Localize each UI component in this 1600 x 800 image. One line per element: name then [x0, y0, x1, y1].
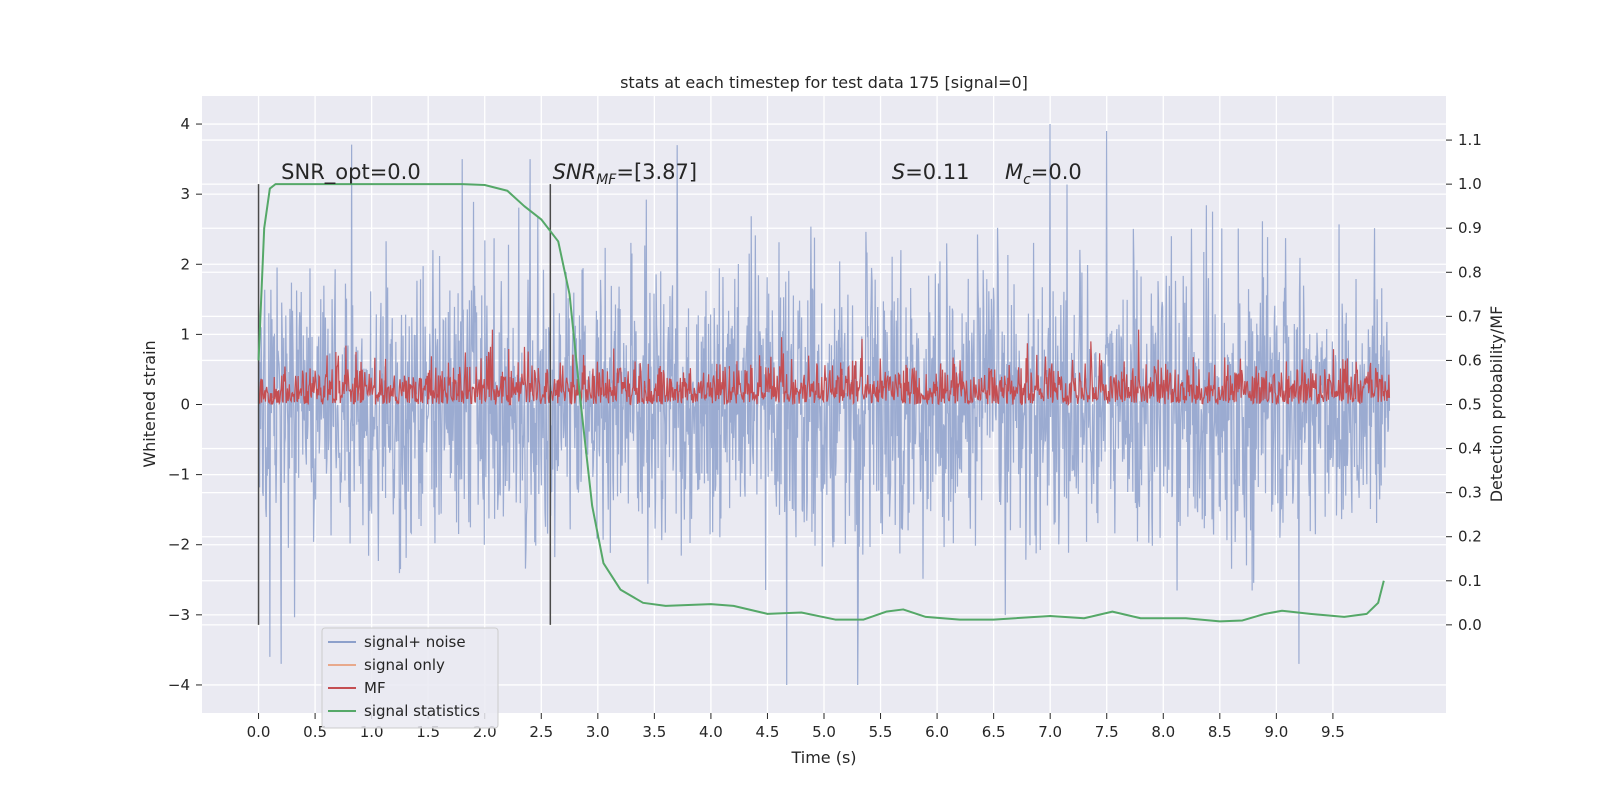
annotation-value: =[3.87]: [616, 160, 697, 184]
y-tick-label: −3: [168, 606, 190, 624]
y-axis-label: Whitened strain: [140, 340, 159, 467]
x-tick-label: 6.0: [925, 723, 949, 741]
x-tick-label: 9.0: [1264, 723, 1288, 741]
x-tick-label: 2.5: [529, 723, 553, 741]
annotation-value: =0.11: [905, 160, 969, 184]
y2-tick-label: 0.0: [1458, 616, 1482, 634]
x-tick-label: 3.0: [586, 723, 610, 741]
annotation-symbol: SNR: [553, 160, 597, 184]
legend-label: MF: [364, 679, 386, 697]
ticks-layer: 0.0 0.5 1.0 1.5 2.0 2.5 3.0 3.5 4.0 4.5 5.0 5.5 6.0 6…: [168, 115, 1482, 741]
x-tick-label: 8.5: [1208, 723, 1232, 741]
x-tick-label: 4.5: [756, 723, 780, 741]
y-tick-label: 4: [180, 115, 190, 133]
annotation: Mc=0.0: [1005, 160, 1082, 188]
y2-tick-label: 0.9: [1458, 219, 1482, 237]
x-tick-label: 0.0: [247, 723, 271, 741]
y-tick-label: −4: [168, 676, 190, 694]
legend-box: [321, 627, 499, 729]
x-tick-label: 0.5: [303, 723, 327, 741]
annotation: SNRMF=[3.87]: [553, 160, 698, 188]
x-tick-label: 7.0: [1038, 723, 1062, 741]
x-tick-label: 3.5: [642, 723, 666, 741]
y2-tick-label: 1.1: [1458, 131, 1482, 149]
annotation-subscript: MF: [596, 172, 617, 188]
y-tick-label: 3: [180, 185, 190, 203]
x-tick-label: 4.0: [699, 723, 723, 741]
series-signal-statistics: [257, 183, 1385, 623]
y2-tick-label: 0.2: [1458, 528, 1482, 546]
series-mf: [257, 329, 1391, 407]
chart-title: stats at each timestep for test data 175…: [620, 73, 1028, 92]
y2-tick-label: 0.1: [1458, 572, 1482, 590]
x-tick-label: 6.5: [982, 723, 1006, 741]
x-axis-label: Time (s): [790, 748, 856, 767]
y2-tick-label: 1.0: [1458, 175, 1482, 193]
x-tick-label: 8.0: [1151, 723, 1175, 741]
series-layer: [257, 124, 1391, 685]
x-tick-label: 5.0: [812, 723, 836, 741]
annotations: SNR_opt=0.0 SNRMF=[3.87] S=0.11 Mc=0.0: [281, 160, 1082, 188]
legend-label: signal statistics: [364, 702, 480, 720]
annotation-value: =0.0: [1031, 160, 1082, 184]
legend-label: signal+ noise: [364, 633, 466, 651]
y-tick-label: −2: [168, 536, 190, 554]
y2-axis-label: Detection probability/MF: [1487, 306, 1506, 503]
annotation-symbol: M: [1005, 160, 1023, 184]
annotation: S=0.11: [892, 160, 970, 184]
y2-tick-label: 0.5: [1458, 396, 1482, 414]
annotation-subscript: c: [1023, 172, 1031, 188]
y2-tick-label: 0.4: [1458, 440, 1482, 458]
legend: signal+ noise signal only MF signal statist…: [321, 627, 499, 729]
annotation: SNR_opt=0.0: [281, 160, 421, 185]
y-tick-label: 2: [180, 255, 190, 273]
annotation-symbol: S: [892, 160, 905, 184]
y-tick-label: 0: [180, 396, 190, 414]
y2-tick-label: 0.7: [1458, 307, 1482, 325]
y2-tick-label: 0.8: [1458, 263, 1482, 281]
x-tick-label: 7.5: [1095, 723, 1119, 741]
y2-tick-label: 0.6: [1458, 351, 1482, 369]
y2-tick-label: 0.3: [1458, 484, 1482, 502]
y-tick-label: 1: [180, 325, 190, 343]
x-tick-label: 9.5: [1321, 723, 1345, 741]
y-tick-label: −1: [168, 466, 190, 484]
legend-label: signal only: [364, 656, 445, 674]
x-tick-label: 5.5: [869, 723, 893, 741]
